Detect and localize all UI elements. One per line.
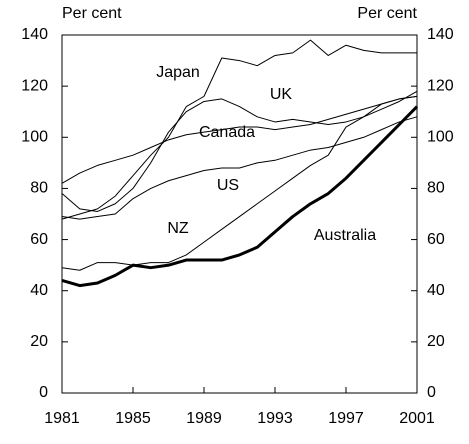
series-label: US bbox=[217, 177, 239, 194]
series-label: UK bbox=[270, 86, 293, 103]
y2-tick-label: 120 bbox=[427, 77, 454, 94]
y2-tick-label: 140 bbox=[427, 26, 454, 43]
series-line bbox=[61, 95, 418, 271]
series-line bbox=[61, 95, 418, 184]
y-tick-label: 60 bbox=[30, 231, 48, 248]
y2-tick-label: 0 bbox=[427, 384, 436, 401]
y-tick-label: 120 bbox=[21, 77, 48, 94]
series-line bbox=[61, 105, 419, 288]
y2-tick-label: 20 bbox=[427, 333, 445, 350]
x-tick-label: 1989 bbox=[186, 410, 222, 427]
y2-tick-label: 100 bbox=[427, 129, 454, 146]
y-tick-label: 80 bbox=[30, 180, 48, 197]
series-label: NZ bbox=[167, 220, 189, 237]
x-tick-label: 2001 bbox=[399, 410, 435, 427]
y-tick-label: 140 bbox=[21, 26, 48, 43]
y2-tick-label: 40 bbox=[427, 282, 445, 299]
y-tick-label: 40 bbox=[30, 282, 48, 299]
y-axis-label: Per cent bbox=[62, 5, 122, 22]
x-tick-label: 1993 bbox=[257, 410, 293, 427]
series-line bbox=[61, 116, 418, 220]
x-tick-label: 1985 bbox=[115, 410, 151, 427]
plot-frame bbox=[61, 34, 418, 394]
y-tick-label: 100 bbox=[21, 129, 48, 146]
y2-tick-label: 60 bbox=[427, 231, 445, 248]
y-tick-label: 20 bbox=[30, 333, 48, 350]
series-label: Japan bbox=[156, 64, 200, 81]
x-tick-label: 1997 bbox=[328, 410, 364, 427]
y2-axis-label: Per cent bbox=[357, 5, 417, 22]
y-tick-label: 0 bbox=[39, 384, 48, 401]
series-line bbox=[61, 39, 417, 220]
y2-tick-label: 80 bbox=[427, 180, 445, 197]
x-tick-label: 1981 bbox=[44, 410, 80, 427]
series-label: Canada bbox=[199, 124, 255, 141]
series-line bbox=[61, 90, 418, 212]
series-label: Australia bbox=[314, 227, 376, 244]
